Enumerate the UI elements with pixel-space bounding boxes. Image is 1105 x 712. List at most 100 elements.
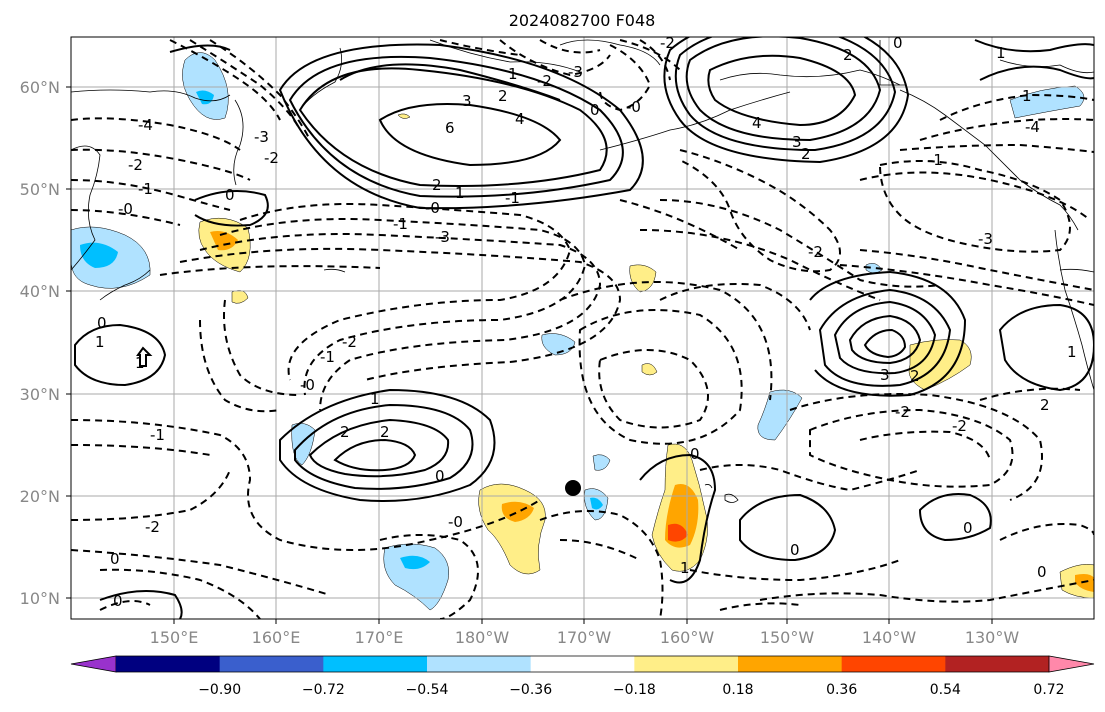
clabel-n4b: -4	[1025, 118, 1040, 136]
colorbar-tick-label: 0.36	[826, 682, 857, 698]
clabel-n3a: -3	[254, 128, 269, 146]
clabel-n3b: -3	[435, 228, 450, 246]
clabel-4a: 4	[515, 110, 525, 128]
colorbar-tick-label: 0.18	[722, 682, 753, 698]
clabel-n1e: -1	[928, 151, 943, 169]
clabel-2f: 2	[380, 423, 390, 441]
colorbar-border	[116, 655, 1049, 673]
shade-neg-4	[80, 242, 118, 268]
lon-label-170e: 170°E	[355, 628, 404, 647]
clabel-n2d: -2	[342, 333, 357, 351]
clabel-2e: 2	[340, 423, 350, 441]
clabel-n1d: -0	[448, 513, 463, 531]
clabel-0h: 0	[963, 519, 973, 537]
clabel-n2h: -2	[537, 72, 552, 90]
shade-pos-9	[501, 501, 534, 522]
lon-label-130w: 130°W	[965, 628, 1020, 647]
positive-contours	[74, 37, 1094, 619]
colorbar-tick-label: −0.72	[302, 682, 345, 698]
shade-neg-14	[400, 555, 430, 570]
clabel-0b: 0	[893, 34, 903, 52]
shade-pos-4	[397, 113, 411, 119]
clabel-n0d: -0	[300, 376, 315, 394]
lat-label-30n: 30°N	[20, 385, 60, 404]
clabel-n0c: -1	[505, 189, 520, 207]
clabel-2g: 2	[910, 367, 920, 385]
lon-label-150w: 150°W	[760, 628, 815, 647]
clabel-n1b: -1	[320, 348, 335, 366]
clabel-1e: 1	[370, 390, 380, 408]
lon-label-160w: 160°W	[660, 628, 715, 647]
lat-label-20n: 20°N	[20, 487, 60, 506]
shade-pos-14	[1075, 574, 1094, 592]
colorbar-tick-label: −0.54	[406, 682, 449, 698]
clabel-2d: 2	[843, 46, 853, 64]
clabel-0i: 0	[225, 186, 235, 204]
clabel-0j: 0	[113, 592, 123, 610]
figure-title: 2024082700 F048	[509, 11, 656, 30]
clabel-0e: 2	[1040, 396, 1050, 414]
clabel-1c: 1	[1022, 87, 1032, 105]
clabel-n3d: -3	[568, 63, 583, 81]
shade-neg-10	[592, 454, 611, 471]
clabel-n4a: -4	[138, 116, 153, 134]
shade-neg-8	[1009, 85, 1085, 119]
clabel-n0a: -0	[118, 200, 133, 218]
clabel-n3c: -3	[978, 230, 993, 248]
colorbar-tick-label: 0.54	[930, 682, 961, 698]
lon-label-150e: 150°E	[150, 628, 199, 647]
clabel-n0b: -0	[425, 199, 440, 217]
clabel-2a: 2	[498, 87, 508, 105]
clabel-1a: 1	[508, 65, 518, 83]
colorbar-swatch	[841, 656, 946, 672]
colorbar: −0.90 −0.72 −0.54 −0.36 −0.18 0.18 0.36 0.54 0.7…	[70, 655, 1095, 698]
colorbar-swatch	[738, 656, 843, 672]
coastlines	[71, 39, 1094, 503]
tick-marks	[66, 86, 993, 624]
colorbar-swatch	[945, 656, 1050, 672]
colorbar-tick-label: −0.90	[198, 682, 241, 698]
clabel-0f: 0	[690, 445, 700, 463]
lat-label-10n: 10°N	[20, 589, 60, 608]
clabel-1b: 1	[996, 44, 1006, 62]
longitude-labels: 150°E 160°E 170°E 180°W 170°W 160°W 150°…	[150, 628, 1020, 647]
shade-neg-9	[291, 423, 316, 466]
lat-label-50n: 50°N	[20, 180, 60, 199]
lat-label-40n: 40°N	[20, 282, 60, 301]
clabel-0g: 0	[790, 541, 800, 559]
map-border	[70, 36, 1095, 620]
colorbar-swatch	[219, 656, 324, 672]
colorbar-swatch	[530, 656, 635, 672]
shade-pos-5	[629, 264, 657, 293]
lon-label-160e: 160°E	[252, 628, 301, 647]
latitude-labels: 60°N 50°N 40°N 30°N 20°N 10°N	[20, 78, 60, 608]
clabel-n2f: -2	[808, 243, 823, 261]
colorbar-swatch	[427, 656, 532, 672]
colorbar-swatch	[634, 656, 739, 672]
map-panel: 6 4 3 2 1 0 1 4 3 2 1 2 1 2 0 2 1 3 2 1 …	[71, 34, 1094, 619]
clabel-0k: 0	[110, 550, 120, 568]
lon-label-180w: 180°W	[455, 628, 510, 647]
colorbar-swatch	[116, 656, 221, 672]
colorbar-extend-min	[70, 655, 117, 673]
colorbar-tick-label: −0.18	[613, 682, 656, 698]
shade-neg-5	[541, 333, 576, 356]
clabel-4b: 4	[752, 114, 762, 132]
clabel-2c: 2	[432, 176, 442, 194]
shade-pos-12	[668, 523, 688, 542]
clabel-n1a: -1	[138, 180, 153, 198]
clabel-n2c: -1	[393, 215, 408, 233]
clabel-1h: 1	[1067, 343, 1077, 361]
shade-pos-6	[641, 363, 658, 376]
shading-layer	[71, 52, 1094, 611]
storm-center-marker	[565, 480, 581, 496]
contour-labels: 6 4 3 2 1 0 1 4 3 2 1 2 1 2 0 2 1 3 2 1 …	[95, 34, 1077, 610]
shade-neg-13	[383, 543, 449, 611]
colorbar-tick-label: 0.72	[1033, 682, 1064, 698]
clabel-3a: 3	[462, 92, 472, 110]
clabel-1f: 1	[95, 333, 105, 351]
clabel-n2i: -2	[660, 34, 675, 52]
colorbar-extend-max	[1048, 655, 1095, 673]
lon-label-140w: 140°W	[862, 628, 917, 647]
